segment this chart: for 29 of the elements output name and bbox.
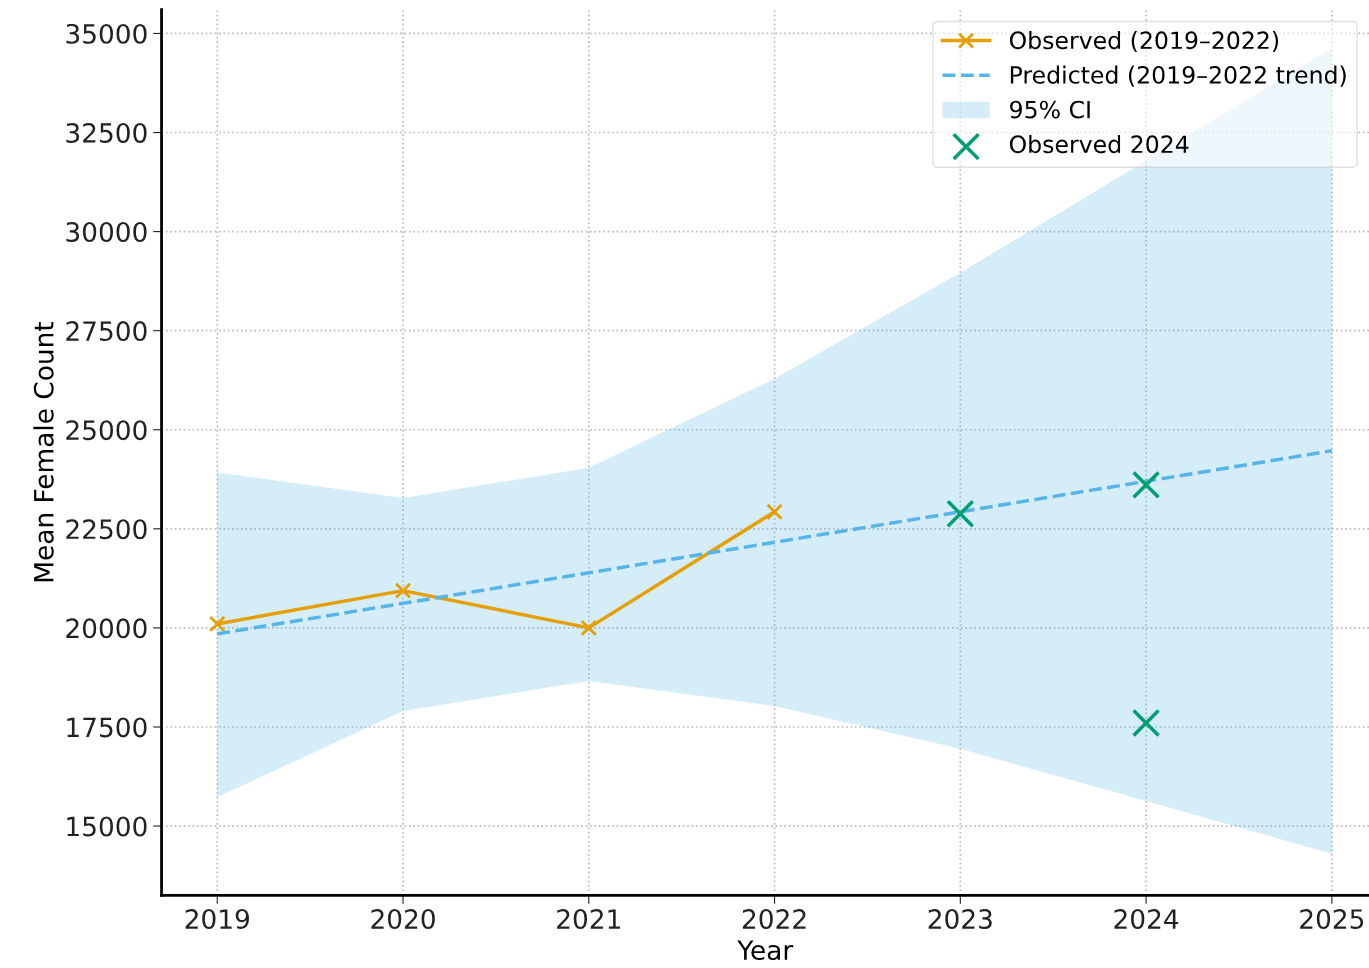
annotation: 95% CI <box>1010 100 1090 119</box>
y-tick-label: 22500 <box>66 519 147 540</box>
point <box>1131 470 1161 499</box>
x-axis-title: Year <box>737 940 794 961</box>
y-tick-label: 27500 <box>66 321 147 342</box>
y-tick-label: 32500 <box>66 122 147 143</box>
legend-label: Observed (2019–2022) <box>1009 30 1279 52</box>
y-tick-label: 30000 <box>66 222 147 243</box>
legend-label: Predicted (2019–2022 trend) <box>1010 65 1346 87</box>
y-tick-label: 25000 <box>66 420 147 441</box>
y-tick-label: 17500 <box>67 717 147 738</box>
point <box>394 582 412 599</box>
x-tick-label: 2025 <box>1300 909 1364 930</box>
x-tick-label: 2021 <box>557 909 620 930</box>
y-tick-label: 15000 <box>67 816 147 837</box>
y-tick-label: 35000 <box>66 23 147 44</box>
point <box>766 503 783 521</box>
legend-label: Observed 2024 <box>1009 134 1189 154</box>
x-tick-label: 2022 <box>742 909 806 930</box>
y-axis-title: Mean Female Count <box>33 321 54 582</box>
x-tick-label: 2023 <box>928 909 992 930</box>
y-tick-label: 20000 <box>66 618 147 639</box>
x-tick-label: 2019 <box>185 909 249 930</box>
point <box>1131 708 1161 738</box>
x-tick-label: 2024 <box>1114 909 1179 930</box>
line-series <box>215 449 1334 636</box>
point <box>580 619 598 637</box>
x-tick-label: 2020 <box>371 909 435 930</box>
point <box>208 615 226 633</box>
